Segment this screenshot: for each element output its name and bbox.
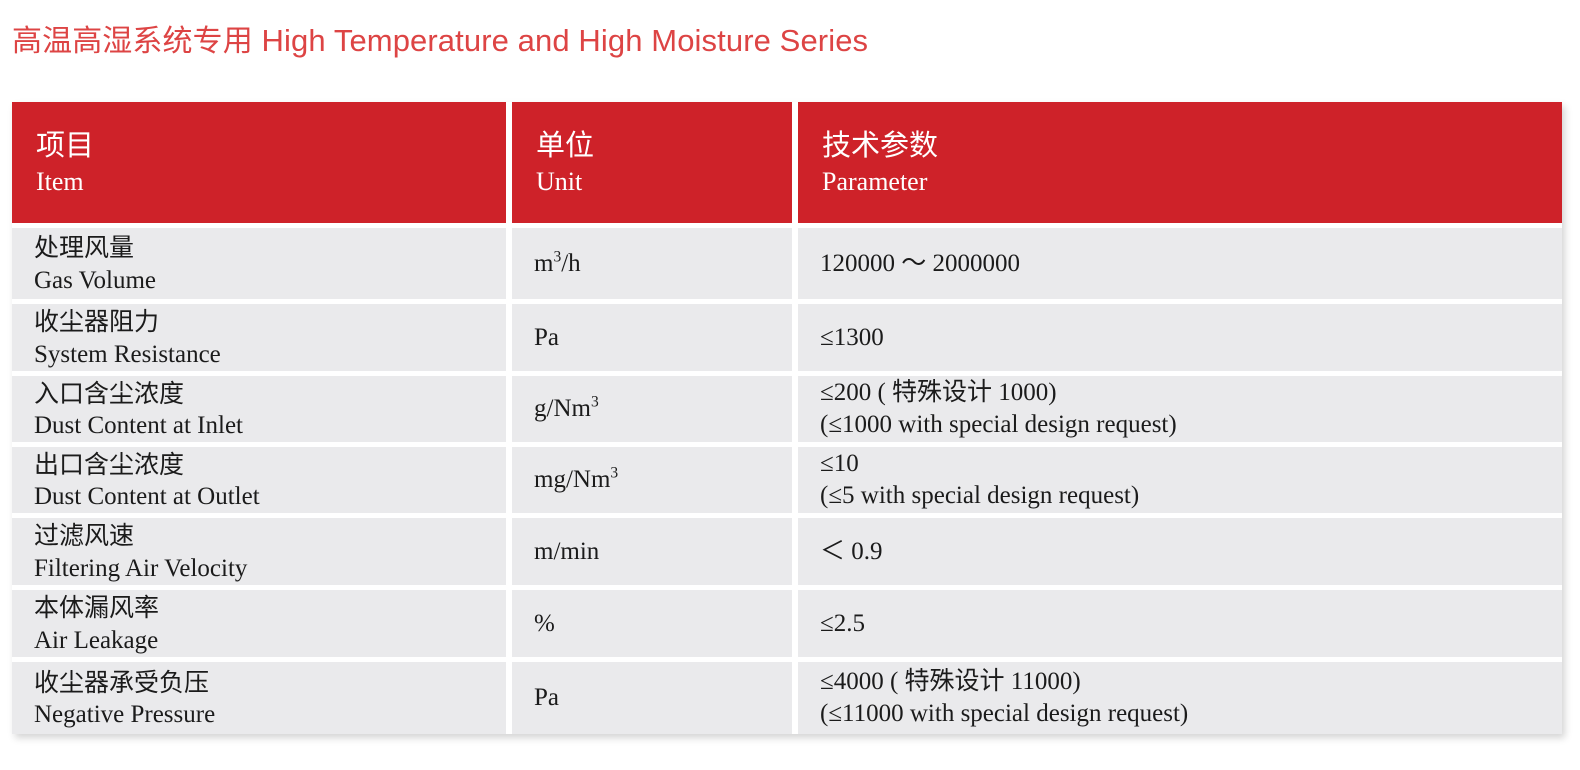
item-label-cn: 收尘器阻力 (34, 308, 160, 337)
parameter-line-1: ≤2.5 (820, 609, 865, 637)
cell-parameter: ≤2.5 (798, 590, 1562, 662)
table-row: 本体漏风率 Air Leakage % ≤2.5 (12, 590, 1562, 662)
item-label-en: Dust Content at Inlet (34, 412, 243, 440)
parameter-line-1: ≤4000 ( 特殊设计 11000) (820, 668, 1081, 695)
item-label-cn: 处理风量 (34, 234, 135, 263)
column-header-parameter-en: Parameter (822, 167, 928, 197)
cell-item: 出口含尘浓度 Dust Content at Outlet (12, 447, 512, 518)
table-row: 出口含尘浓度 Dust Content at Outlet mg/Nm3 ≤10… (12, 447, 1562, 518)
column-header-parameter: 技术参数 Parameter (798, 102, 1562, 228)
column-header-unit-cn: 单位 (536, 129, 595, 162)
cell-unit: % (512, 590, 798, 662)
specification-table: 项目 Item 单位 Unit 技术参数 Parameter 处理风量 Gas … (12, 102, 1562, 734)
parameter-line-1: ≤10 (820, 450, 859, 477)
column-header-parameter-cn: 技术参数 (822, 129, 939, 162)
unit-value: m/min (534, 537, 600, 565)
column-header-item-en: Item (36, 167, 84, 197)
item-label-cn: 入口含尘浓度 (34, 379, 185, 408)
cell-unit: m/min (512, 518, 798, 590)
parameter-line-2: (≤1000 with special design request) (820, 411, 1177, 438)
item-label-cn: 过滤风速 (34, 522, 135, 551)
unit-value: g/Nm3 (534, 393, 599, 422)
cell-item: 本体漏风率 Air Leakage (12, 590, 512, 662)
unit-value: Pa (534, 323, 559, 351)
cell-unit: mg/Nm3 (512, 447, 798, 518)
page-title-en: High Temperature and High Moisture Serie… (261, 23, 869, 58)
item-label-en: System Resistance (34, 340, 221, 368)
unit-value: % (534, 609, 555, 637)
table-row: 收尘器承受负压 Negative Pressure Pa ≤4000 ( 特殊设… (12, 662, 1562, 734)
column-header-item-cn: 项目 (36, 129, 95, 162)
item-label-cn: 出口含尘浓度 (34, 450, 185, 479)
table-row: 入口含尘浓度 Dust Content at Inlet g/Nm3 ≤200 … (12, 376, 1562, 447)
column-header-unit-en: Unit (536, 167, 583, 197)
cell-parameter: ≤200 ( 特殊设计 1000) (≤1000 with special de… (798, 376, 1562, 447)
cell-parameter: ≤1300 (798, 304, 1562, 376)
cell-item: 收尘器承受负压 Negative Pressure (12, 662, 512, 734)
parameter-line-1: ≤200 ( 特殊设计 1000) (820, 379, 1057, 406)
cell-item: 入口含尘浓度 Dust Content at Inlet (12, 376, 512, 447)
parameter-line-2: (≤11000 with special design request) (820, 700, 1189, 727)
cell-unit: g/Nm3 (512, 376, 798, 447)
unit-value: Pa (534, 684, 559, 711)
page-title: 高温高湿系统专用 High Temperature and High Moist… (12, 23, 869, 58)
item-label-cn: 收尘器承受负压 (34, 668, 210, 697)
cell-unit: Pa (512, 662, 798, 734)
item-label-en: Gas Volume (34, 266, 156, 294)
cell-parameter: 120000 ～ 2000000 (798, 228, 1562, 304)
parameter-line-1: 120000 ～ 2000000 (820, 249, 1021, 277)
header-row: 项目 Item 单位 Unit 技术参数 Parameter (12, 102, 1562, 228)
cell-parameter: ≤4000 ( 特殊设计 11000) (≤11000 with special… (798, 662, 1562, 734)
table-header: 项目 Item 单位 Unit 技术参数 Parameter (12, 102, 1562, 228)
unit-value: mg/Nm3 (534, 464, 619, 493)
cell-unit: m3/h (512, 228, 798, 304)
table-row: 处理风量 Gas Volume m3/h 120000 ～ 2000000 (12, 228, 1562, 304)
cell-item: 过滤风速 Filtering Air Velocity (12, 518, 512, 590)
cell-item: 收尘器阻力 System Resistance (12, 304, 512, 376)
item-label-en: Dust Content at Outlet (34, 483, 260, 511)
parameter-line-2: (≤5 with special design request) (820, 482, 1140, 509)
table-body: 处理风量 Gas Volume m3/h 120000 ～ 2000000 收尘… (12, 228, 1562, 734)
column-header-item: 项目 Item (12, 102, 512, 228)
table-row: 收尘器阻力 System Resistance Pa ≤1300 (12, 304, 1562, 376)
table-row: 过滤风速 Filtering Air Velocity m/min ＜ 0.9 (12, 518, 1562, 590)
item-label-en: Filtering Air Velocity (34, 554, 248, 582)
parameter-line-1: ＜ 0.9 (820, 537, 883, 565)
unit-value: m3/h (534, 248, 581, 277)
parameter-line-1: ≤1300 (820, 323, 884, 351)
cell-unit: Pa (512, 304, 798, 376)
column-header-unit: 单位 Unit (512, 102, 798, 228)
cell-parameter: ≤10 (≤5 with special design request) (798, 447, 1562, 518)
page-title-cn: 高温高湿系统专用 (12, 25, 253, 58)
item-label-en: Air Leakage (34, 626, 159, 654)
item-label-cn: 本体漏风率 (34, 594, 160, 623)
cell-parameter: ＜ 0.9 (798, 518, 1562, 590)
item-label-en: Negative Pressure (34, 701, 216, 729)
cell-item: 处理风量 Gas Volume (12, 228, 512, 304)
